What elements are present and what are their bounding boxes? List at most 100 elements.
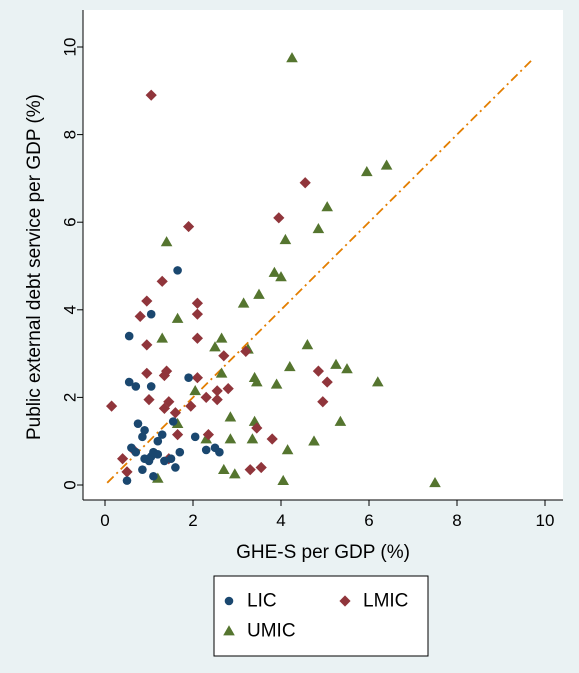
umic-point xyxy=(237,297,250,308)
x-tick-label: 8 xyxy=(452,511,461,530)
umic-point xyxy=(429,477,441,488)
x-tick-label: 2 xyxy=(188,511,197,530)
lmic-point xyxy=(141,295,153,307)
lic-point xyxy=(138,432,147,442)
x-axis-title: GHE-S per GDP (%) xyxy=(236,542,410,563)
y-tick-label: 0 xyxy=(61,480,80,489)
umic-point xyxy=(284,360,296,372)
umic-point xyxy=(224,411,237,422)
legend-label-umic: UMIC xyxy=(247,621,296,642)
umic-point xyxy=(279,233,292,245)
lic-point xyxy=(184,373,193,382)
lmic-point xyxy=(163,396,175,408)
lmic-point xyxy=(218,350,230,362)
lmic-point xyxy=(211,385,223,397)
lmic-point xyxy=(145,89,157,101)
lmic-point xyxy=(266,433,278,445)
umic-point xyxy=(209,341,221,352)
y-tick-label: 8 xyxy=(61,130,80,139)
legend-marker-lic xyxy=(224,596,234,606)
y-tick-label: 10 xyxy=(61,38,80,57)
lmic-point xyxy=(183,220,195,233)
lmic-point xyxy=(161,365,173,377)
lmic-point xyxy=(121,466,133,478)
lmic-point xyxy=(200,391,212,403)
lic-point xyxy=(153,436,163,446)
lmic-point xyxy=(317,396,329,408)
legend: LIC LMIC UMIC xyxy=(213,575,429,657)
lic-point xyxy=(133,419,143,428)
umic-point xyxy=(341,363,353,374)
lmic-point xyxy=(158,402,170,414)
lmic-point xyxy=(273,212,285,224)
lmic-point xyxy=(134,310,146,322)
y-axis-title: Public external debt service per GDP (%) xyxy=(24,94,45,440)
lmic-point xyxy=(185,400,197,412)
x-tick-label: 10 xyxy=(536,511,555,530)
lmic-point xyxy=(222,383,234,395)
lmic-point xyxy=(156,275,168,287)
legend-marker-lmic xyxy=(339,595,351,607)
lmic-point xyxy=(191,308,203,320)
lmic-point xyxy=(169,407,181,419)
lmic-point xyxy=(143,393,155,406)
lic-point xyxy=(138,465,147,474)
umic-point xyxy=(215,367,228,378)
plot-area xyxy=(83,10,563,500)
umic-point xyxy=(215,332,228,343)
lmic-point xyxy=(240,345,252,358)
umic-point xyxy=(361,166,373,177)
y-tick-label: 4 xyxy=(61,305,80,314)
lic-point xyxy=(173,266,182,275)
lic-point xyxy=(201,445,211,455)
umic-point xyxy=(321,201,333,212)
lic-point xyxy=(140,425,149,435)
lic-point xyxy=(131,382,141,391)
lic-point xyxy=(146,309,156,319)
legend-label-lic: LIC xyxy=(247,591,277,612)
lic-point xyxy=(146,382,156,391)
umic-point xyxy=(372,376,384,387)
umic-point xyxy=(200,433,212,444)
lmic-point xyxy=(106,400,118,412)
umic-point xyxy=(253,288,265,299)
umic-point xyxy=(189,385,201,396)
x-tick-label: 0 xyxy=(100,511,109,530)
umic-point xyxy=(277,474,289,485)
axis-ticks: 0 2 4 6 8 10 0 2 4 6 8 10 xyxy=(61,38,555,530)
umic-point xyxy=(229,468,241,479)
umic-point xyxy=(275,271,287,282)
lic-point xyxy=(160,456,169,466)
umic-point xyxy=(270,378,283,389)
lic-point xyxy=(168,417,178,426)
lic-point xyxy=(157,430,167,439)
umic-point xyxy=(286,52,298,63)
legend-marker-umic xyxy=(223,625,235,636)
lmic-point xyxy=(202,429,214,441)
lmic-point xyxy=(172,429,184,441)
umic-point xyxy=(268,266,281,277)
lmic-point xyxy=(117,453,129,465)
umic-point xyxy=(171,312,184,323)
lmic-point xyxy=(299,177,311,189)
lic-point xyxy=(122,476,132,485)
umic-point xyxy=(312,222,325,234)
data-points xyxy=(106,52,441,488)
y-tick-label: 2 xyxy=(61,393,80,402)
lmic-point xyxy=(211,393,223,406)
umic-point xyxy=(251,376,263,387)
x-tick-label: 6 xyxy=(364,511,373,530)
lic-point xyxy=(131,447,141,457)
lmic-point xyxy=(321,376,333,388)
lic-point xyxy=(166,454,176,464)
umic-point xyxy=(160,236,173,247)
lic-point xyxy=(175,447,185,457)
umic-point xyxy=(224,433,237,444)
lmic-point xyxy=(191,297,203,309)
umic-point xyxy=(246,433,259,444)
lic-point xyxy=(149,471,158,481)
lmic-point xyxy=(255,461,267,474)
lmic-point xyxy=(191,372,203,384)
